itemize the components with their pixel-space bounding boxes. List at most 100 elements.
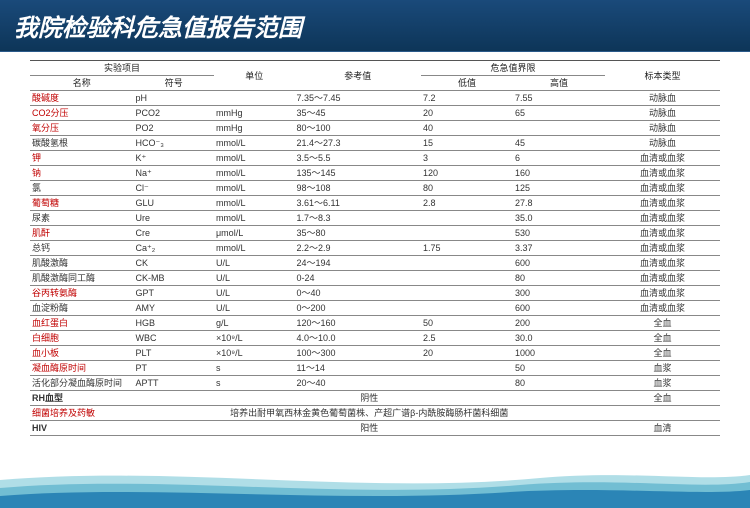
cell-low xyxy=(421,211,513,226)
cell-unit: ×10⁹/L xyxy=(214,331,295,346)
cell-high: 160 xyxy=(513,166,605,181)
cell-ref: 4.0～10.0 xyxy=(295,331,422,346)
cell-symbol: CK xyxy=(134,256,215,271)
table-row: 总钙Ca⁺₂mmol/L2.2～2.91.753.37血清或血浆 xyxy=(30,241,720,256)
header-low: 低值 xyxy=(421,76,513,91)
table-row: 氧分压PO2mmHg80～10040动脉血 xyxy=(30,121,720,136)
cell-specimen: 动脉血 xyxy=(605,91,720,106)
cell-high: 600 xyxy=(513,256,605,271)
cell-symbol: CK-MB xyxy=(134,271,215,286)
cell-specimen: 动脉血 xyxy=(605,136,720,151)
cell-low: 7.2 xyxy=(421,91,513,106)
cell-high: 3.37 xyxy=(513,241,605,256)
cell-symbol: APTT xyxy=(134,376,215,391)
cell-name: HIV xyxy=(30,421,134,436)
cell-specimen xyxy=(605,406,720,421)
table-row: 细菌培养及药敏培养出耐甲氧西林金黄色葡萄菌株、产超广谱β-内酰胺酶肠杆菌科细菌 xyxy=(30,406,720,421)
table-row: 尿素Uremmol/L1.7～8.335.0血清或血浆 xyxy=(30,211,720,226)
header-unit: 单位 xyxy=(214,61,295,91)
header-project-group: 实验项目 xyxy=(30,61,214,76)
cell-high: 530 xyxy=(513,226,605,241)
cell-unit: U/L xyxy=(214,301,295,316)
cell-unit: s xyxy=(214,376,295,391)
header-critical-group: 危急值界限 xyxy=(421,61,605,76)
table-row: 葡萄糖GLUmmol/L3.61～6.112.827.8血清或血浆 xyxy=(30,196,720,211)
table-row: 凝血酶原时间PTs11～1450血浆 xyxy=(30,361,720,376)
cell-ref: 7.35～7.45 xyxy=(295,91,422,106)
table-row: 肌酸激酶CKU/L24～194600血清或血浆 xyxy=(30,256,720,271)
cell-unit: mmol/L xyxy=(214,166,295,181)
table-row: 酸碱度pH7.35～7.457.27.55动脉血 xyxy=(30,91,720,106)
cell-name: 谷丙转氨酶 xyxy=(30,286,134,301)
cell-high: 30.0 xyxy=(513,331,605,346)
table-row: CO2分压PCO2mmHg35～452065动脉血 xyxy=(30,106,720,121)
cell-unit: U/L xyxy=(214,271,295,286)
header-ref: 参考值 xyxy=(295,61,422,91)
cell-unit: U/L xyxy=(214,256,295,271)
cell-specimen: 全血 xyxy=(605,316,720,331)
cell-specimen: 血清或血浆 xyxy=(605,226,720,241)
cell-symbol: GLU xyxy=(134,196,215,211)
cell-name: 葡萄糖 xyxy=(30,196,134,211)
cell-name: 血小板 xyxy=(30,346,134,361)
cell-low xyxy=(421,361,513,376)
cell-symbol: K⁺ xyxy=(134,151,215,166)
cell-symbol: Cl⁻ xyxy=(134,181,215,196)
table-row: HIV阳性血清 xyxy=(30,421,720,436)
cell-ref: 100～300 xyxy=(295,346,422,361)
cell-symbol: Ca⁺₂ xyxy=(134,241,215,256)
header-symbol: 符号 xyxy=(134,76,215,91)
decorative-wave xyxy=(0,460,750,508)
cell-specimen: 血清或血浆 xyxy=(605,286,720,301)
table-row: 肌酸激酶同工酶CK-MBU/L0-2480血清或血浆 xyxy=(30,271,720,286)
cell-ref: 0-24 xyxy=(295,271,422,286)
cell-symbol: Na⁺ xyxy=(134,166,215,181)
cell-unit: s xyxy=(214,361,295,376)
cell-low: 1.75 xyxy=(421,241,513,256)
cell-unit: mmHg xyxy=(214,106,295,121)
cell-specimen: 血清或血浆 xyxy=(605,241,720,256)
cell-specimen: 全血 xyxy=(605,391,720,406)
cell-specimen: 血清或血浆 xyxy=(605,151,720,166)
cell-low: 15 xyxy=(421,136,513,151)
cell-name: 肌酐 xyxy=(30,226,134,241)
cell-symbol: PT xyxy=(134,361,215,376)
cell-high: 65 xyxy=(513,106,605,121)
cell-low: 3 xyxy=(421,151,513,166)
cell-unit: mmol/L xyxy=(214,196,295,211)
cell-high: 45 xyxy=(513,136,605,151)
cell-symbol: WBC xyxy=(134,331,215,346)
cell-name: 碳酸氢根 xyxy=(30,136,134,151)
table-row: RH血型阴性全血 xyxy=(30,391,720,406)
cell-unit: ×10⁹/L xyxy=(214,346,295,361)
cell-ref: 11～14 xyxy=(295,361,422,376)
table-row: 碳酸氢根HCO⁻₃mmol/L21.4～27.31545动脉血 xyxy=(30,136,720,151)
cell-name: 活化部分凝血酶原时间 xyxy=(30,376,134,391)
critical-values-table: 实验项目 单位 参考值 危急值界限 标本类型 名称 符号 低值 高值 酸碱度pH… xyxy=(30,60,720,436)
cell-symbol: HCO⁻₃ xyxy=(134,136,215,151)
cell-specimen: 血浆 xyxy=(605,376,720,391)
cell-unit: μmol/L xyxy=(214,226,295,241)
table-row: 钾K⁺mmol/L3.5～5.536血清或血浆 xyxy=(30,151,720,166)
cell-low xyxy=(421,226,513,241)
cell-low xyxy=(421,286,513,301)
cell-unit: mmol/L xyxy=(214,136,295,151)
table-row: 活化部分凝血酶原时间APTTs20～4080血浆 xyxy=(30,376,720,391)
table-row: 白细胞WBC×10⁹/L4.0～10.02.530.0全血 xyxy=(30,331,720,346)
cell-high: 6 xyxy=(513,151,605,166)
cell-high: 35.0 xyxy=(513,211,605,226)
table-row: 谷丙转氨酶GPTU/L0～40300血清或血浆 xyxy=(30,286,720,301)
cell-low: 50 xyxy=(421,316,513,331)
cell-name: 氯 xyxy=(30,181,134,196)
cell-ref: 20～40 xyxy=(295,376,422,391)
table-row: 血红蛋白HGBg/L120～16050200全血 xyxy=(30,316,720,331)
cell-name: 白细胞 xyxy=(30,331,134,346)
cell-unit: g/L xyxy=(214,316,295,331)
cell-low: 40 xyxy=(421,121,513,136)
cell-high: 125 xyxy=(513,181,605,196)
cell-ref: 1.7～8.3 xyxy=(295,211,422,226)
cell-symbol: PLT xyxy=(134,346,215,361)
cell-high: 300 xyxy=(513,286,605,301)
cell-specimen: 全血 xyxy=(605,331,720,346)
table-row: 血小板PLT×10⁹/L100～300201000全血 xyxy=(30,346,720,361)
